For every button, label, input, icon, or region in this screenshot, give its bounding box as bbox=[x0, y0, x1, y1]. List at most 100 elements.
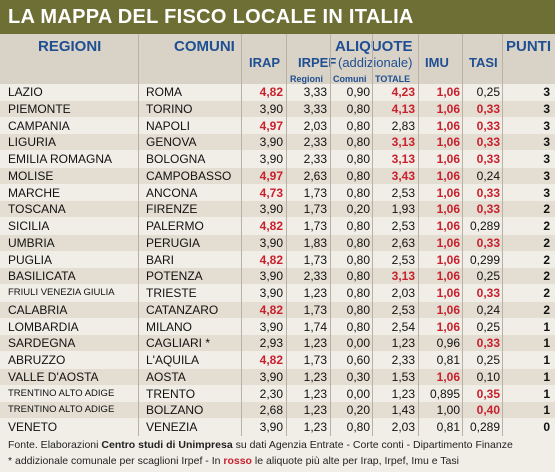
cell-tasi: 0,289 bbox=[469, 219, 500, 234]
cell-irap: 2,93 bbox=[259, 336, 283, 351]
table-row: PUGLIA BARI 4,82 1,73 0,80 2,53 1,06 0,299 2 bbox=[0, 252, 555, 268]
cell-comune: FIRENZE bbox=[146, 202, 198, 217]
cell-tasi: 0,33 bbox=[476, 101, 500, 116]
cell-imu: 1,06 bbox=[436, 101, 460, 116]
cell-irpef-regioni: 2,33 bbox=[303, 152, 327, 167]
cell-punti: 2 bbox=[543, 252, 550, 267]
cell-imu: 1,06 bbox=[436, 85, 460, 99]
cell-comune: GENOVA bbox=[146, 135, 197, 150]
cell-irpef-totale: 2,53 bbox=[391, 302, 415, 317]
cell-irpef-regioni: 3,33 bbox=[303, 85, 327, 99]
cell-comune: CAMPOBASSO bbox=[146, 168, 232, 183]
cell-irpef-comuni: 0,00 bbox=[346, 386, 370, 401]
cell-regione: FRIULI VENEZIA GIULIA bbox=[8, 287, 115, 299]
cell-irap: 3,90 bbox=[259, 369, 283, 384]
cell-irpef-regioni: 1,73 bbox=[303, 252, 327, 267]
cell-punti: 3 bbox=[543, 101, 550, 116]
header-irpef-totale: TOTALE bbox=[375, 74, 411, 84]
cell-irpef-comuni: 0,80 bbox=[346, 168, 370, 183]
cell-irpef-comuni: 0,80 bbox=[346, 219, 370, 234]
cell-irpef-regioni: 3,33 bbox=[303, 101, 327, 116]
cell-tasi: 0,10 bbox=[476, 369, 500, 384]
header-tasi: TASI bbox=[469, 55, 498, 70]
cell-imu: 1,06 bbox=[436, 152, 460, 167]
header-regioni: REGIONI bbox=[38, 38, 102, 55]
cell-comune: CATANZARO bbox=[146, 302, 219, 317]
cell-irpef-comuni: 0,80 bbox=[346, 152, 370, 167]
header-irpef-comuni: Comuni bbox=[333, 74, 367, 84]
cell-tasi: 0,35 bbox=[476, 386, 500, 401]
header-aliquote: ALIQUOTE bbox=[335, 38, 413, 55]
cell-regione: VENETO bbox=[8, 420, 58, 435]
cell-punti: 2 bbox=[543, 202, 550, 217]
cell-punti: 3 bbox=[543, 152, 550, 167]
cell-punti: 2 bbox=[543, 219, 550, 234]
cell-irap: 2,30 bbox=[259, 386, 283, 401]
cell-irpef-totale: 1,93 bbox=[391, 202, 415, 217]
table-row: TRENTINO ALTO ADIGE TRENTO 2,30 1,23 0,00 1,2… bbox=[0, 386, 555, 402]
cell-tasi: 0,33 bbox=[476, 235, 500, 250]
cell-imu: 1,06 bbox=[436, 269, 460, 284]
table-row: BASILICATA POTENZA 3,90 2,33 0,80 3,13 1,06 0,2… bbox=[0, 268, 555, 285]
cell-tasi: 0,24 bbox=[476, 168, 500, 183]
cell-comune: BARI bbox=[146, 252, 175, 267]
cell-regione: LIGURIA bbox=[8, 135, 57, 150]
table-header: REGIONI COMUNI ALIQUOTE PUNTI IRAP IRPEF… bbox=[0, 34, 555, 84]
cell-comune: AOSTA bbox=[146, 369, 186, 384]
table-row: MOLISE CAMPOBASSO 4,97 2,63 0,80 3,43 1,06 0,24… bbox=[0, 167, 555, 184]
cell-punti: 3 bbox=[543, 168, 550, 183]
table-row: CALABRIA CATANZARO 4,82 1,73 0,80 2,53 1,06 0,2… bbox=[0, 301, 555, 318]
cell-irpef-regioni: 2,33 bbox=[303, 135, 327, 150]
cell-imu: 1,06 bbox=[436, 235, 460, 250]
page-title: LA MAPPA DEL FISCO LOCALE IN ITALIA bbox=[0, 0, 555, 34]
cell-punti: 1 bbox=[543, 353, 550, 368]
header-irpef-regioni: Regioni bbox=[290, 74, 323, 84]
header-irap: IRAP bbox=[249, 55, 281, 70]
table-body: LAZIO ROMA 4,82 3,33 0,90 4,23 1,06 0,25 3 PIEMON… bbox=[0, 84, 555, 436]
cell-irap: 4,82 bbox=[259, 85, 283, 99]
table-row: LAZIO ROMA 4,82 3,33 0,90 4,23 1,06 0,25 3 bbox=[0, 84, 555, 100]
cell-tasi: 0,40 bbox=[476, 403, 500, 418]
cell-comune: PERUGIA bbox=[146, 235, 201, 250]
cell-irap: 3,90 bbox=[259, 286, 283, 301]
cell-irpef-comuni: 0,80 bbox=[346, 101, 370, 116]
cell-irap: 3,90 bbox=[259, 152, 283, 167]
cell-punti: 1 bbox=[543, 336, 550, 351]
cell-tasi: 0,33 bbox=[476, 135, 500, 150]
cell-irpef-totale: 2,63 bbox=[391, 235, 415, 250]
cell-regione: VALLE D'AOSTA bbox=[8, 369, 99, 384]
cell-punti: 1 bbox=[543, 403, 550, 418]
cell-imu: 1,06 bbox=[436, 286, 460, 301]
cell-irpef-regioni: 2,63 bbox=[303, 168, 327, 183]
cell-tasi: 0,289 bbox=[469, 420, 500, 435]
cell-comune: BOLZANO bbox=[146, 403, 204, 418]
cell-imu: 0,895 bbox=[429, 386, 460, 401]
cell-punti: 2 bbox=[543, 286, 550, 301]
cell-irap: 3,90 bbox=[259, 202, 283, 217]
cell-comune: TORINO bbox=[146, 101, 193, 116]
cell-punti: 1 bbox=[543, 319, 550, 334]
cell-imu: 1,06 bbox=[436, 219, 460, 234]
table-row: SICILIA PALERMO 4,82 1,73 0,80 2,53 1,06 0,289 2 bbox=[0, 218, 555, 234]
cell-irpef-totale: 1,53 bbox=[391, 369, 415, 384]
cell-regione: ABRUZZO bbox=[8, 353, 66, 368]
cell-irap: 4,82 bbox=[259, 219, 283, 234]
cell-regione: MARCHE bbox=[8, 185, 61, 200]
cell-irpef-regioni: 1,23 bbox=[303, 420, 327, 435]
footer-source: Fonte. Elaborazioni Centro studi di Unim… bbox=[8, 439, 513, 451]
cell-irpef-totale: 3,13 bbox=[391, 135, 415, 150]
header-irpef: IRPEF bbox=[298, 55, 337, 70]
cell-comune: CAGLIARI * bbox=[146, 336, 211, 351]
cell-irpef-comuni: 0,80 bbox=[346, 135, 370, 150]
cell-irpef-totale: 2,33 bbox=[391, 353, 415, 368]
cell-irpef-totale: 2,53 bbox=[391, 219, 415, 234]
cell-tasi: 0,33 bbox=[476, 118, 500, 133]
table-row: TRENTINO ALTO ADIGE BOLZANO 2,68 1,23 0,20 1,… bbox=[0, 402, 555, 419]
cell-irpef-comuni: 0,90 bbox=[346, 85, 370, 99]
header-irpef-note: (addizionale) bbox=[338, 55, 413, 70]
cell-imu: 1,06 bbox=[436, 302, 460, 317]
cell-irap: 3,90 bbox=[259, 101, 283, 116]
cell-irpef-regioni: 1,73 bbox=[303, 202, 327, 217]
cell-irpef-comuni: 0,80 bbox=[346, 302, 370, 317]
